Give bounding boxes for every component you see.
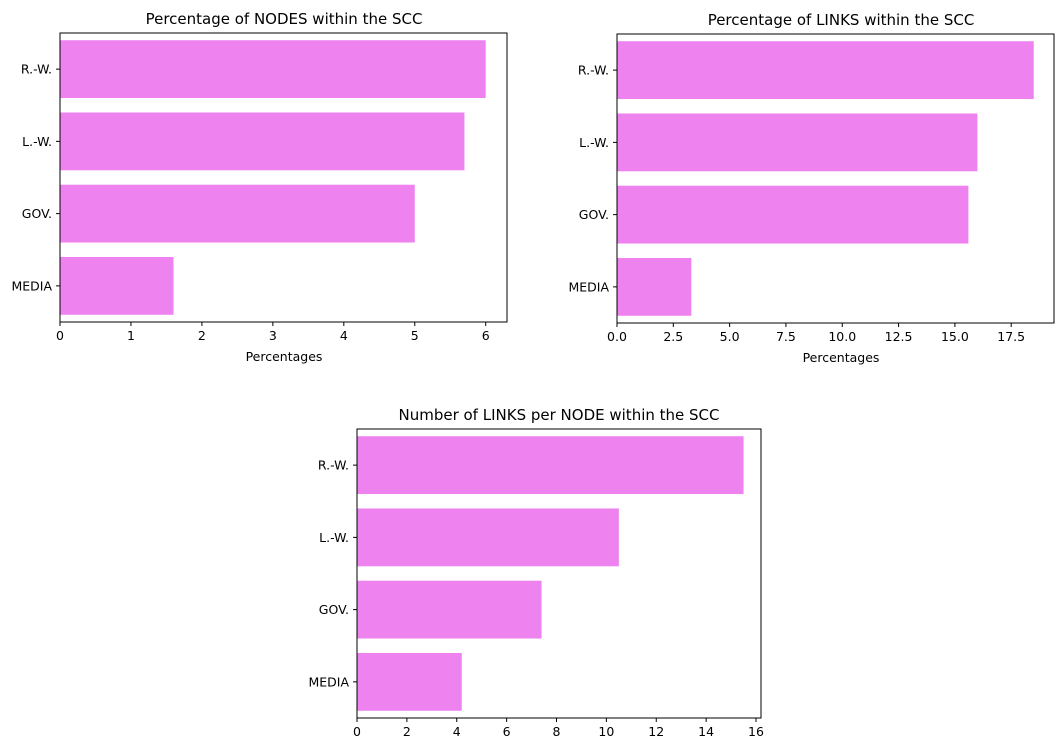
- bar-2: [60, 184, 415, 243]
- x-axis-label: Percentages: [246, 349, 323, 364]
- chart-links-per-node: Number of LINKS per NODE within the SCC …: [308, 406, 764, 739]
- y-tick-label: R.-W.: [21, 62, 52, 77]
- x-tick-label: 0: [353, 724, 361, 739]
- x-tick-label: 1: [127, 328, 135, 343]
- x-tick-label: 10: [598, 724, 614, 739]
- y-tick-label: GOV.: [319, 602, 349, 617]
- chart-title: Percentage of NODES within the SCC: [146, 10, 423, 28]
- x-tick-label: 16: [748, 724, 764, 739]
- x-tick-label: 2.5: [663, 329, 683, 344]
- y-tick-label: MEDIA: [11, 278, 52, 293]
- x-tick-label: 4: [340, 328, 348, 343]
- x-tick-label: 3: [269, 328, 277, 343]
- bar-0: [357, 436, 744, 495]
- x-tick-label: 5: [411, 328, 419, 343]
- y-tick-label: R.-W.: [318, 458, 349, 473]
- x-tick-label: 7.5: [776, 329, 796, 344]
- y-tick-label: GOV.: [22, 206, 52, 221]
- x-tick-label: 4: [453, 724, 461, 739]
- y-tick-label: L.-W.: [579, 135, 609, 150]
- x-tick-label: 14: [698, 724, 714, 739]
- y-tick-label: R.-W.: [578, 63, 609, 78]
- chart-links-percentage: Percentage of LINKS within the SCC Perce…: [568, 11, 1055, 365]
- bar-1: [617, 113, 978, 172]
- x-tick-label: 8: [553, 724, 561, 739]
- plot-frame: [616, 33, 1055, 324]
- x-tick-label: 17.5: [997, 329, 1025, 344]
- x-tick-label: 6: [503, 724, 511, 739]
- chart-title: Number of LINKS per NODE within the SCC: [398, 406, 719, 424]
- bar-0: [60, 40, 486, 99]
- x-tick-label: 6: [482, 328, 490, 343]
- x-tick-label: 10.0: [828, 329, 856, 344]
- x-tick-label: 2: [403, 724, 411, 739]
- y-tick-label: MEDIA: [568, 279, 609, 294]
- bar-0: [617, 41, 1034, 100]
- x-tick-label: 12.5: [885, 329, 913, 344]
- x-tick-label: 15.0: [941, 329, 969, 344]
- bar-1: [60, 112, 465, 171]
- bar-3: [357, 652, 462, 711]
- plot-frame: [356, 428, 762, 719]
- bar-1: [357, 508, 619, 567]
- chart-title: Percentage of LINKS within the SCC: [708, 11, 975, 29]
- y-tick-label: GOV.: [579, 207, 609, 222]
- bar-3: [617, 257, 692, 316]
- bar-2: [357, 580, 542, 639]
- x-axis-label: Percentages: [803, 350, 880, 365]
- bar-3: [60, 256, 174, 315]
- x-tick-label: 0: [56, 328, 64, 343]
- x-tick-label: 12: [648, 724, 664, 739]
- bar-2: [617, 185, 969, 244]
- y-tick-label: L.-W.: [319, 530, 349, 545]
- y-tick-label: L.-W.: [22, 134, 52, 149]
- x-tick-label: 5.0: [720, 329, 740, 344]
- x-tick-label: 0.0: [607, 329, 627, 344]
- chart-nodes-percentage: Percentage of NODES within the SCC Perce…: [11, 10, 508, 364]
- plot-frame: [59, 32, 508, 323]
- x-tick-label: 2: [198, 328, 206, 343]
- y-tick-label: MEDIA: [308, 674, 349, 689]
